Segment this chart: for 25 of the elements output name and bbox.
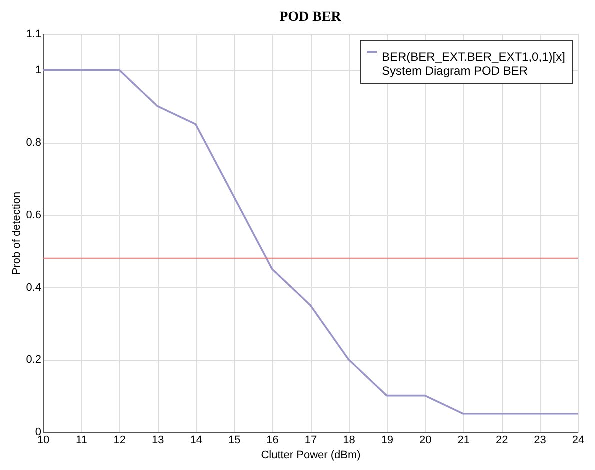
- x-tick-label: 23: [534, 434, 546, 446]
- chart-title: POD BER: [280, 10, 342, 25]
- legend-label: BER(BER_EXT.BER_EXT1,0,1)[x] System Diagram POD BER: [382, 50, 566, 78]
- x-tick-label: 19: [381, 434, 394, 446]
- x-tick-label: 14: [190, 434, 202, 446]
- x-tick-label: 21: [458, 434, 470, 446]
- x-tick-label: 18: [343, 434, 356, 446]
- y-tick-label: 0.4: [26, 282, 42, 294]
- y-tick-label: 0.2: [26, 354, 42, 366]
- x-tick-label: 13: [152, 434, 164, 446]
- y-axis-title: Prob of detection: [11, 192, 24, 276]
- y-tick-label: 0.6: [26, 209, 42, 222]
- x-tick-label: 15: [228, 434, 241, 446]
- x-tick-label: 10: [37, 434, 50, 446]
- x-tick-label: 20: [420, 434, 432, 446]
- y-tick-label: 1: [35, 64, 42, 77]
- x-tick-label: 22: [496, 434, 508, 446]
- x-tick-label: 17: [304, 434, 318, 446]
- x-tick-label: 11: [76, 434, 88, 446]
- x-tick-label: 16: [266, 434, 279, 446]
- x-tick-label: 12: [114, 434, 126, 446]
- x-tick-label: 24: [572, 434, 585, 446]
- x-axis-title: Clutter Power (dBm): [261, 450, 361, 462]
- y-tick-label: 0.8: [26, 137, 42, 150]
- y-tick-label: 1.1: [26, 28, 42, 40]
